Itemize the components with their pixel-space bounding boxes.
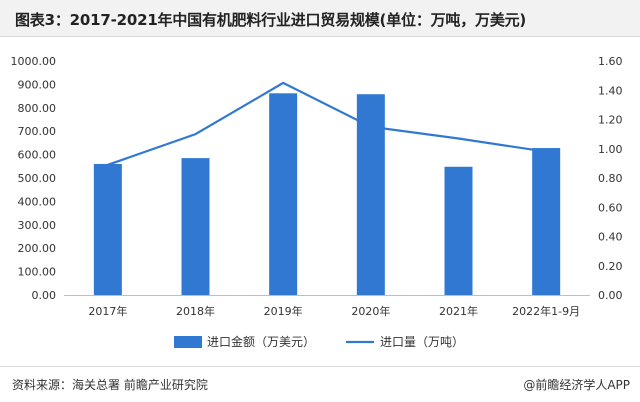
left-tick-label: 0.00 xyxy=(32,289,57,302)
right-tick-label: 0.20 xyxy=(598,260,623,273)
left-tick-label: 600.00 xyxy=(18,149,57,162)
footer: 资料来源：海关总署 前瞻产业研究院 @前瞻经济学人APP xyxy=(0,366,640,402)
right-tick-label: 1.00 xyxy=(598,143,623,156)
bar xyxy=(356,94,385,295)
bar xyxy=(93,163,122,295)
x-tick-label: 2018年 xyxy=(176,304,215,318)
x-tick-label: 2019年 xyxy=(264,304,303,318)
combo-chart: 0.00 100.00 200.00 300.00 400.00 500.00 600.00… xyxy=(11,55,623,349)
bar xyxy=(181,158,210,295)
legend: 进口金额（万美元） 进口量（万吨） xyxy=(174,334,464,349)
right-tick-label: 1.60 xyxy=(598,55,623,68)
left-tick-label: 400.00 xyxy=(18,195,57,208)
right-tick-label: 0.60 xyxy=(598,201,623,214)
bar xyxy=(269,93,298,296)
right-tick-label: 1.40 xyxy=(598,84,623,97)
source-note: 资料来源：海关总署 前瞻产业研究院 xyxy=(12,378,208,392)
left-tick-label: 1000.00 xyxy=(11,55,57,68)
legend-bar-swatch xyxy=(174,336,202,348)
left-tick-label: 700.00 xyxy=(18,125,57,138)
x-axis: 2017年 2018年 2019年 2020年 2021年 2022年1-9月 xyxy=(64,295,590,318)
legend-line-label: 进口量（万吨） xyxy=(380,335,464,349)
line-path xyxy=(107,81,547,166)
title-bar: 图表3：2017-2021年中国有机肥料行业进口贸易规模(单位：万吨，万美元) xyxy=(0,0,640,37)
bar xyxy=(444,166,473,295)
x-tick-label: 2017年 xyxy=(88,304,127,318)
right-tick-label: 0.00 xyxy=(598,289,623,302)
line-series xyxy=(107,81,547,166)
bar xyxy=(532,148,561,295)
right-tick-label: 1.20 xyxy=(598,114,623,127)
x-tick-label: 2022年1-9月 xyxy=(512,304,580,318)
left-tick-label: 500.00 xyxy=(18,172,57,185)
left-tick-label: 200.00 xyxy=(18,242,57,255)
left-tick-label: 100.00 xyxy=(18,266,57,279)
right-y-axis: 0.00 0.20 0.40 0.60 0.80 1.00 1.20 1.40 1.60 xyxy=(598,55,623,302)
x-tick-label: 2020年 xyxy=(351,304,390,318)
chart-title: 图表3：2017-2021年中国有机肥料行业进口贸易规模(单位：万吨，万美元) xyxy=(15,11,527,29)
left-tick-label: 800.00 xyxy=(18,102,57,115)
left-tick-label: 900.00 xyxy=(18,78,57,91)
right-tick-label: 0.80 xyxy=(598,172,623,185)
legend-bar-label: 进口金额（万美元） xyxy=(207,334,315,349)
right-tick-label: 0.40 xyxy=(598,231,623,244)
brand-credit: @前瞻经济学人APP xyxy=(523,378,630,392)
bar-series xyxy=(93,93,561,296)
left-tick-label: 300.00 xyxy=(18,219,57,232)
x-tick-label: 2021年 xyxy=(439,304,478,318)
left-y-axis: 0.00 100.00 200.00 300.00 400.00 500.00 600.00… xyxy=(11,55,57,302)
